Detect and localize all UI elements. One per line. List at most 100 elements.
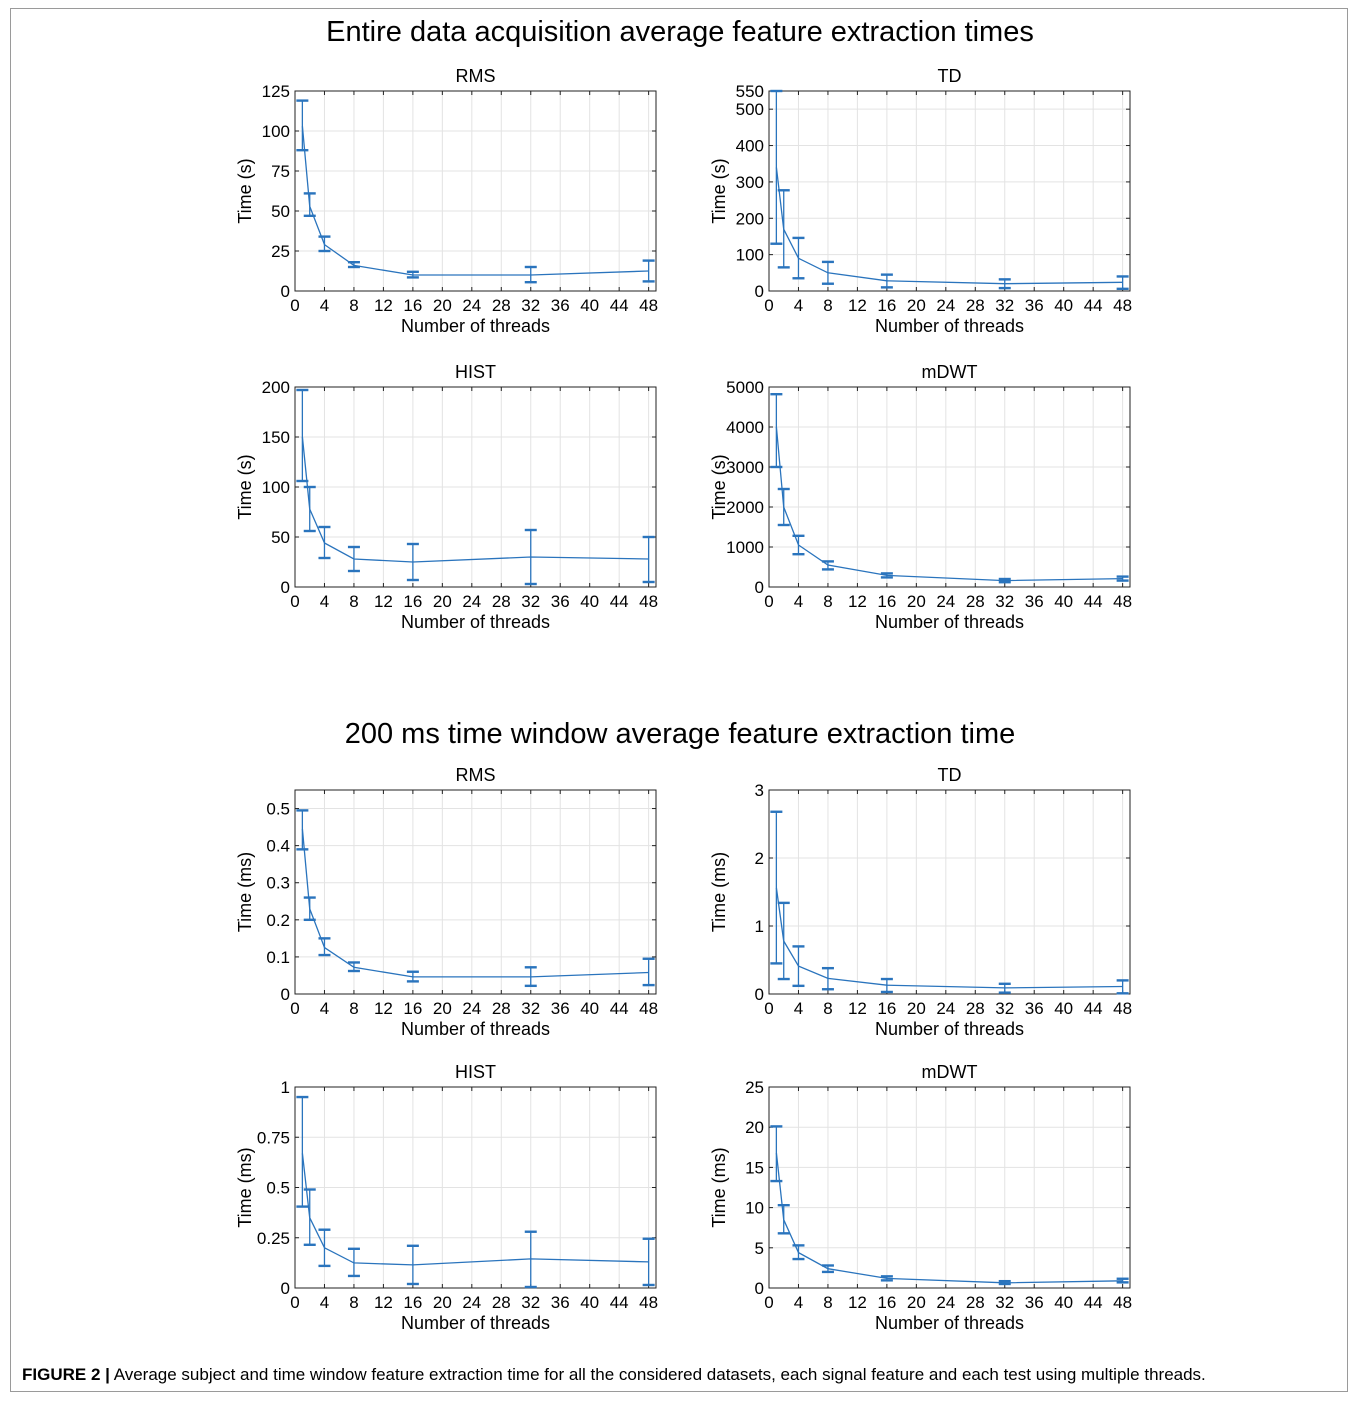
section-title-entire: Entire data acquisition average feature … [326,16,1034,48]
x-tick-label: 16 [877,592,896,611]
x-tick-label: 40 [1054,1293,1073,1312]
x-tick-label: 28 [966,592,985,611]
x-tick-label: 8 [349,999,358,1018]
y-tick-label: 125 [262,82,290,101]
x-tick-label: 16 [877,1293,896,1312]
subplot-title: RMS [456,765,496,785]
y-tick-label: 1 [281,1078,290,1097]
y-tick-label: 200 [262,378,290,397]
x-axis-label: Number of threads [401,612,550,632]
x-tick-label: 4 [794,1293,803,1312]
x-tick-label: 20 [433,592,452,611]
y-axis-label: Time (s) [709,454,729,519]
x-tick-label: 28 [492,999,511,1018]
chart-panel-1: 0 4 8 12 16 20 24 28 32 36 40 44 4801002003004005005… [709,66,1132,336]
chart-panel-2: 0 4 8 12 16 20 24 28 32 36 40 44 48050100150200HISTN… [235,362,658,632]
x-tick-label: 20 [433,999,452,1018]
y-tick-label: 0.5 [266,1179,290,1198]
y-tick-label: 0 [281,1279,290,1298]
x-tick-label: 4 [794,592,803,611]
x-tick-label: 8 [823,592,832,611]
chart-panel-0: 0 4 8 12 16 20 24 28 32 36 40 44 480255075100125RMSN… [235,66,658,336]
axes-box [768,1086,1131,1289]
x-tick-label: 48 [639,1293,658,1312]
chart-panel-6: 0 4 8 12 16 20 24 28 32 36 40 44 4800.250.50.751HIST… [235,1062,658,1333]
y-tick-label: 200 [736,209,764,228]
x-axis-label: Number of threads [401,316,550,336]
x-tick-label: 48 [1113,999,1132,1018]
x-tick-label: 36 [1025,999,1044,1018]
x-tick-label: 28 [966,999,985,1018]
x-tick-label: 36 [1025,1293,1044,1312]
y-tick-label: 5 [755,1239,764,1258]
x-tick-label: 12 [374,1293,393,1312]
y-tick-label: 0 [281,985,290,1004]
x-tick-label: 40 [580,592,599,611]
x-tick-label: 4 [794,999,803,1018]
x-tick-label: 24 [936,999,955,1018]
y-tick-label: 400 [736,137,764,156]
y-tick-label: 0.4 [266,837,290,856]
x-tick-label: 44 [1084,592,1103,611]
y-tick-label: 0.1 [266,948,290,967]
x-tick-label: 0 [764,592,773,611]
x-tick-label: 0 [290,592,299,611]
y-tick-label: 300 [736,173,764,192]
y-tick-label: 50 [271,528,290,547]
x-tick-label: 40 [580,296,599,315]
x-tick-label: 40 [1054,296,1073,315]
x-tick-label: 16 [877,999,896,1018]
x-tick-label: 28 [492,1293,511,1312]
y-axis-label: Time (s) [709,158,729,223]
x-axis-label: Number of threads [401,1019,550,1039]
x-tick-label: 36 [551,592,570,611]
x-tick-label: 24 [936,1293,955,1312]
x-tick-label: 44 [610,1293,629,1312]
y-tick-label: 100 [262,478,290,497]
x-tick-label: 8 [823,999,832,1018]
x-tick-label: 20 [433,296,452,315]
figure-caption: FIGURE 2 | Average subject and time wind… [22,1365,1206,1385]
plot-area [769,91,1130,291]
y-tick-label: 500 [736,100,764,119]
x-tick-label: 48 [1113,1293,1132,1312]
section-title-window: 200 ms time window average feature extra… [344,718,1016,750]
chart-panel-4: 0 4 8 12 16 20 24 28 32 36 40 44 4800.10.20.30.40.5R… [235,765,658,1039]
x-tick-label: 12 [374,296,393,315]
x-tick-label: 32 [521,999,540,1018]
x-tick-label: 40 [580,1293,599,1312]
subplot-title: TD [938,765,962,785]
x-tick-label: 12 [848,296,867,315]
y-tick-label: 0 [281,578,290,597]
x-tick-label: 48 [639,999,658,1018]
x-tick-label: 40 [1054,592,1073,611]
x-tick-label: 4 [794,296,803,315]
x-tick-label: 32 [995,1293,1014,1312]
axes-box [768,90,1131,292]
x-axis-label: Number of threads [401,1313,550,1333]
x-tick-label: 20 [907,296,926,315]
x-axis-label: Number of threads [875,316,1024,336]
axes-box [768,386,1131,588]
x-tick-label: 32 [521,296,540,315]
y-tick-label: 1000 [726,538,764,557]
y-axis-label: Time (ms) [709,852,729,932]
x-tick-label: 48 [1113,592,1132,611]
x-tick-label: 24 [462,296,481,315]
y-tick-label: 0.75 [257,1128,290,1147]
chart-panel-3: 0 4 8 12 16 20 24 28 32 36 40 44 4801000200030004000… [709,362,1132,632]
axes-box [294,789,657,995]
y-tick-label: 3000 [726,458,764,477]
chart-panel-7: 0 4 8 12 16 20 24 28 32 36 40 44 480510152025mDWTNum… [709,1062,1132,1333]
y-tick-label: 2 [755,849,764,868]
x-tick-label: 32 [995,592,1014,611]
x-tick-label: 16 [403,1293,422,1312]
x-tick-label: 44 [610,296,629,315]
y-tick-label: 100 [262,122,290,141]
y-tick-label: 0.25 [257,1229,290,1248]
y-tick-label: 0.3 [266,874,290,893]
x-tick-label: 12 [848,999,867,1018]
x-tick-label: 8 [823,296,832,315]
x-tick-label: 0 [764,1293,773,1312]
